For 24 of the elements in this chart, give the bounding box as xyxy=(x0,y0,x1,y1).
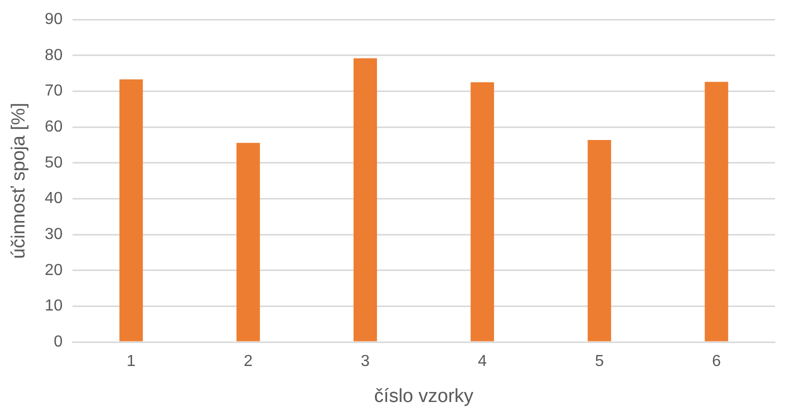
y-tick-label: 20 xyxy=(44,262,63,279)
x-axis-title: číslo vzorky xyxy=(374,386,474,407)
y-tick-label: 10 xyxy=(44,298,63,315)
x-tick-label: 2 xyxy=(244,353,253,370)
bar xyxy=(588,140,612,342)
y-tick-label: 40 xyxy=(44,190,63,208)
y-tick-label: 50 xyxy=(44,154,63,172)
y-tick-label: 90 xyxy=(44,11,63,28)
bar xyxy=(470,82,494,342)
bar xyxy=(236,142,260,342)
bar xyxy=(704,82,728,342)
x-tick-label: 5 xyxy=(594,353,604,370)
y-tick-label: 70 xyxy=(44,82,63,100)
y-tick-label: 60 xyxy=(44,118,63,136)
y-tick-label: 80 xyxy=(44,46,63,64)
x-tick-label: 4 xyxy=(478,353,487,370)
bar xyxy=(354,58,377,342)
y-tick-label: 30 xyxy=(44,226,63,243)
y-tick-label: 0 xyxy=(54,333,63,350)
x-tick-label: 1 xyxy=(126,353,136,370)
bar xyxy=(119,79,143,342)
x-tick-label: 3 xyxy=(360,353,370,370)
x-tick-label: 6 xyxy=(712,353,722,370)
y-axis-title: účinnosť spoja [%] xyxy=(8,102,30,259)
